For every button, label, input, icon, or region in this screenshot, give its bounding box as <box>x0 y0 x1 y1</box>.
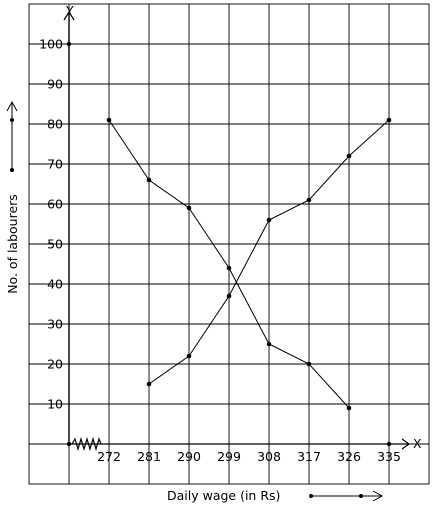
origin-dot <box>66 441 72 447</box>
x-axis-label: Daily wage (in Rs) <box>167 488 280 503</box>
y-tick-label: 100 <box>39 37 63 52</box>
y-tick-label: 70 <box>47 157 63 172</box>
data-point <box>226 293 232 299</box>
data-point <box>386 117 392 123</box>
data-point <box>146 177 152 183</box>
x-axis-letter: X <box>413 436 422 451</box>
data-point <box>226 265 232 271</box>
series-lines <box>106 117 392 411</box>
data-point <box>266 341 272 347</box>
data-point <box>306 361 312 367</box>
y-tick-label: 40 <box>47 277 63 292</box>
x-tick-label: 326 <box>337 449 361 464</box>
x-direction-arrow <box>309 490 384 502</box>
y-tick-label: 80 <box>47 117 63 132</box>
axes: Y X <box>63 3 422 452</box>
y-axis-label: No. of labourers <box>5 194 20 294</box>
x-tick-label: 308 <box>257 449 281 464</box>
data-point <box>146 381 152 387</box>
data-point <box>266 217 272 223</box>
y-direction-arrow <box>6 100 18 172</box>
x-tick-label: 317 <box>297 449 321 464</box>
x-axis-arrowhead <box>401 438 411 450</box>
data-point <box>186 353 192 359</box>
y-tick-label: 10 <box>47 397 63 412</box>
tick-labels: 272 281 290 299 308 317 326 335 10 20 30 40 50 60 70 80… <box>39 37 401 465</box>
data-point <box>346 153 352 159</box>
y-tick-label: 60 <box>47 197 63 212</box>
x-tick-label: 281 <box>137 449 161 464</box>
grid <box>28 3 430 485</box>
y-axis-letter: Y <box>65 3 74 18</box>
x-tick-label: 290 <box>177 449 201 464</box>
y-tick-label: 20 <box>47 357 63 372</box>
data-point <box>346 405 352 411</box>
y-axis-arrowhead <box>63 10 75 21</box>
y-tick-label: 30 <box>47 317 63 332</box>
x-tick-label: 272 <box>97 449 121 464</box>
y-tick-label: 90 <box>47 77 63 92</box>
x-tick-label: 299 <box>217 449 241 464</box>
y-tick-label: 50 <box>47 237 63 252</box>
data-point <box>186 205 192 211</box>
data-point <box>106 117 112 123</box>
axis-break-zigzag <box>71 436 102 452</box>
data-point <box>306 197 312 203</box>
x-tick-label: 335 <box>377 449 401 464</box>
x-axis-end-dot <box>386 441 392 447</box>
